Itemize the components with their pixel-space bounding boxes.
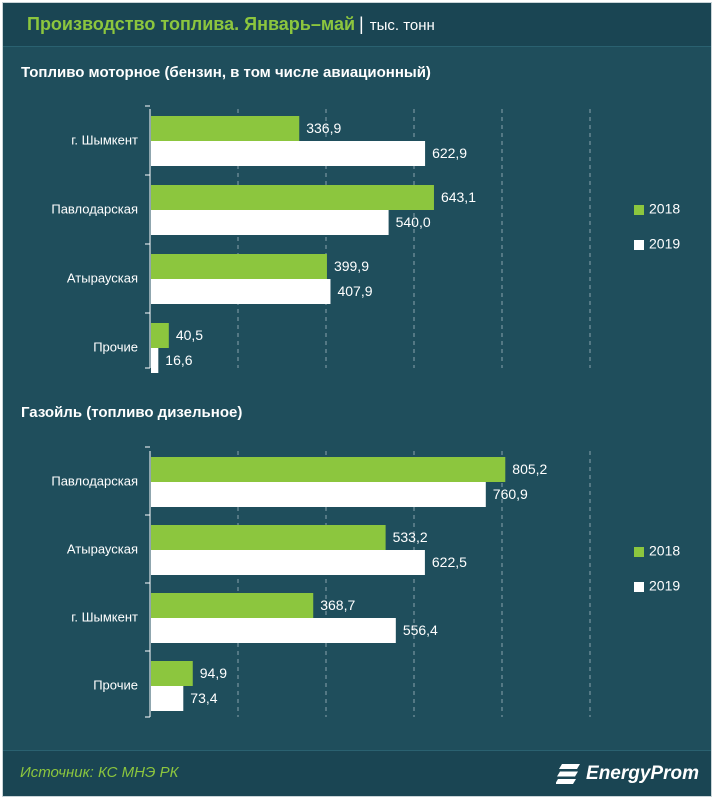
data-label: 533,2 [393,529,428,545]
bar-2019 [151,482,486,507]
bar-2018 [151,116,300,141]
bar-2018 [151,323,169,348]
title-text: Производство топлива. Январь–май [27,14,356,34]
legend-swatch-2019 [634,240,644,250]
category-label: г. Шымкент [71,132,138,147]
bar-2018 [151,457,506,482]
legend-swatch-2018 [634,205,644,215]
category-label: Атырауская [67,270,138,285]
header: Производство топлива. Январь–май | тыс. то… [3,3,711,47]
legend-label: 2018 [649,201,680,217]
legend-swatch-2018 [634,547,644,557]
category-label: Атырауская [67,541,138,556]
bar-2018 [151,593,314,618]
data-label: 805,2 [512,461,547,477]
category-label: г. Шымкент [71,609,138,624]
bar-2019 [151,279,331,304]
category-label: Павлодарская [51,473,138,488]
chart-title: Газойль (топливо дизельное) [21,404,242,421]
data-label: 556,4 [403,622,438,638]
data-label: 622,9 [432,145,467,161]
bar-2018 [151,525,386,550]
data-label: 622,5 [432,554,467,570]
data-label: 407,9 [337,283,372,299]
data-label: 399,9 [334,258,369,274]
charts-svg: Топливо моторное (бензин, в том числе ав… [21,64,680,718]
category-label: Прочие [93,339,138,354]
bar-2019 [151,618,396,643]
logo: EnergyProm [556,760,699,788]
bar-2019 [151,210,389,235]
legend-label: 2018 [649,543,680,559]
category-label: Прочие [93,677,138,692]
title-separator: | [359,14,364,34]
legend-swatch-2019 [634,582,644,592]
data-label: 73,4 [190,690,217,706]
bar-2019 [151,686,184,711]
legend-label: 2019 [649,236,680,252]
data-label: 760,9 [493,486,528,502]
bar-2018 [151,661,193,686]
chart-title: Топливо моторное (бензин, в том числе ав… [21,64,431,81]
data-label: 336,9 [306,120,341,136]
bar-2019 [151,550,425,575]
bar-2019 [151,141,426,166]
data-label: 540,0 [396,214,431,230]
legend-label: 2019 [649,578,680,594]
logo-text: EnergyProm [586,763,699,784]
source-label: Источник: КС МНЭ РК [20,764,179,781]
category-label: Павлодарская [51,201,138,216]
data-label: 643,1 [441,189,476,205]
energyprom-logo-icon [556,764,581,784]
bar-2019 [151,348,159,373]
bar-2018 [151,254,327,279]
data-label: 368,7 [320,597,355,613]
data-label: 40,5 [176,327,203,343]
bar-2018 [151,185,434,210]
data-label: 16,6 [165,352,192,368]
data-label: 94,9 [200,665,227,681]
footer: Источник: КС МНЭ РК EnergyProm [3,750,711,796]
page-title: Производство топлива. Январь–май | тыс. то… [27,14,435,35]
unit-label: тыс. тонн [369,17,435,34]
